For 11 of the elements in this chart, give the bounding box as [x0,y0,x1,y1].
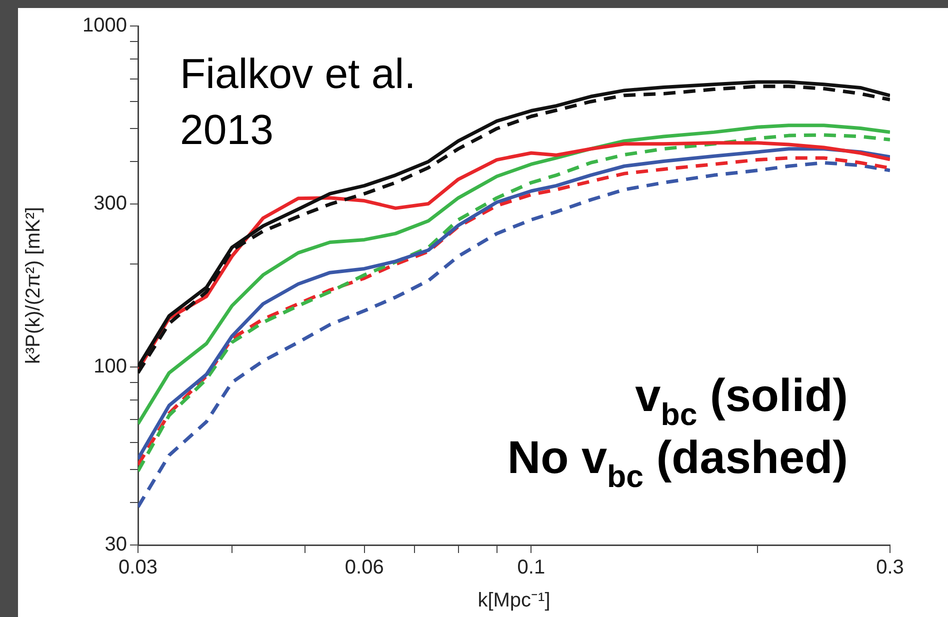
x-tick-label: 0.03 [118,556,158,579]
y-tick-label: 100 [94,355,127,378]
y-tick-label: 30 [104,534,127,556]
x-tick-label: 0.06 [344,556,384,579]
y-tick-label: 300 [94,192,127,215]
annotation: Fialkov et al. 2013 [180,50,416,153]
y-tick-label: 1000 [82,14,127,37]
x-axis-title: k[Mpc⁻¹] [478,590,550,612]
x-tick-label: 0.1 [517,556,546,579]
x-tick-label: 0.3 [876,556,904,579]
y-axis-title: k³P(k)/(2π²) [mK²] [22,206,45,364]
